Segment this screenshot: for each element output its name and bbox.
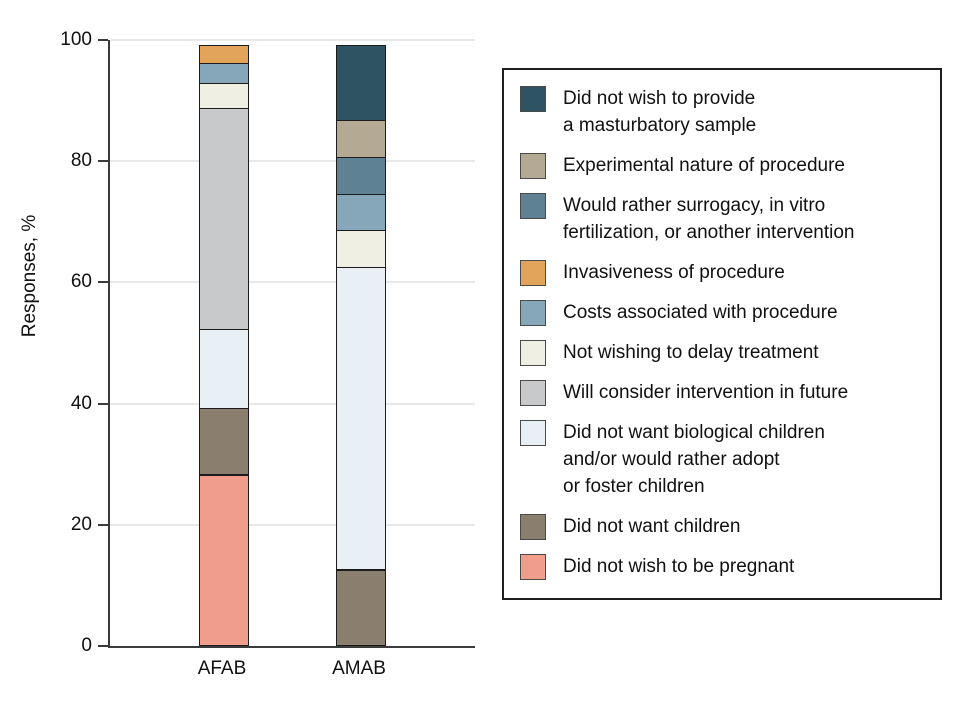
legend-label-line: Did not want biological children (563, 422, 825, 443)
gridline-20 (110, 523, 475, 526)
bar-segment (336, 230, 386, 269)
y-tick-label: 80 (70, 150, 92, 172)
y-tick (98, 523, 108, 526)
gridline-80 (110, 160, 475, 163)
y-tick-label: 60 (70, 271, 92, 293)
legend-entry: Not wishing to delay treatment (520, 339, 930, 366)
y-tick (98, 645, 108, 647)
y-tick-label: 0 (81, 635, 92, 656)
legend-swatch (520, 340, 546, 366)
legend-label: Would rather surrogacy, in vitro fertiliz… (563, 192, 855, 246)
legend-label-line: Invasiveness of procedure (563, 262, 785, 283)
bar-segment (336, 45, 386, 121)
y-tick (98, 402, 108, 405)
legend-entry: Experimental nature of procedure (520, 152, 930, 179)
legend-label-line: Would rather surrogacy, in vitro (563, 195, 826, 216)
y-tick (98, 39, 108, 41)
legend-label-line: Did not want children (563, 516, 741, 537)
legend-label-line: Costs associated with procedure (563, 302, 838, 323)
bar-segment (199, 63, 249, 85)
bar-segment (199, 329, 249, 410)
plot-area (108, 39, 475, 648)
legend-label-line: a masturbatory sample (563, 115, 757, 136)
legend-label-line: Will consider intervention in future (563, 382, 849, 403)
y-tick-label: 40 (70, 392, 92, 414)
bar-segment (199, 45, 249, 65)
gridline-100 (110, 39, 475, 41)
legend-entry: Will consider intervention in future (520, 379, 930, 406)
legend-label-line: Did not wish to provide (563, 88, 756, 109)
legend-label: Not wishing to delay treatment (563, 339, 819, 366)
legend-swatch (520, 86, 546, 112)
y-tick-label: 100 (60, 29, 92, 50)
legend-swatch (520, 260, 546, 286)
legend-label: Will consider intervention in future (563, 379, 848, 406)
y-tick (98, 281, 108, 284)
bar-amab (336, 45, 386, 646)
bar-segment (199, 475, 249, 646)
legend-label-line: or foster children (563, 476, 705, 497)
bar-segment (336, 156, 386, 195)
y-tick (98, 160, 108, 163)
x-category-label-amab: AMAB (332, 658, 386, 679)
bar-afab (199, 45, 249, 646)
y-tick-label: 20 (70, 513, 92, 535)
legend-swatch (520, 420, 546, 446)
bar-segment (199, 83, 249, 110)
legend-label: Did not wish to provide a masturbatory sa… (563, 85, 756, 139)
legend-entry: Costs associated with procedure (520, 299, 930, 326)
legend-label: Costs associated with procedure (563, 299, 838, 326)
legend: Did not wish to provide a masturbatory sa… (502, 68, 942, 600)
legend-label-line: Not wishing to delay treatment (563, 342, 819, 363)
bar-segment (336, 119, 386, 158)
legend-swatch (520, 380, 546, 406)
bar-segment (336, 267, 386, 571)
bar-segment (336, 193, 386, 232)
legend-label-line: Did not wish to be pregnant (563, 556, 795, 577)
legend-swatch (520, 514, 546, 540)
x-category-label-afab: AFAB (197, 658, 247, 679)
legend-swatch (520, 300, 546, 326)
legend-entry: Did not wish to provide a masturbatory sa… (520, 85, 930, 139)
bar-segment (199, 108, 249, 331)
legend-label-line: Experimental nature of procedure (563, 155, 845, 176)
gridline-60 (110, 281, 475, 284)
legend-entry: Did not wish to be pregnant (520, 553, 930, 580)
legend-swatch (520, 554, 546, 580)
legend-entry: Invasiveness of procedure (520, 259, 930, 286)
legend-label: Did not want biological children and/or w… (563, 419, 825, 500)
legend-entry: Did not want biological children and/or w… (520, 419, 930, 500)
legend-label-line: and/or would rather adopt (563, 449, 780, 470)
legend-label: Did not wish to be pregnant (563, 553, 794, 580)
bar-segment (199, 408, 249, 476)
gridline-40 (110, 402, 475, 405)
legend-label-line: fertilization, or another intervention (563, 222, 855, 243)
bar-segment (336, 570, 386, 646)
legend-label: Did not want children (563, 513, 740, 540)
legend-label: Invasiveness of procedure (563, 259, 785, 286)
legend-swatch (520, 153, 546, 179)
legend-entry: Did not want children (520, 513, 930, 540)
legend-label: Experimental nature of procedure (563, 152, 845, 179)
legend-swatch (520, 193, 546, 219)
legend-entry: Would rather surrogacy, in vitro fertiliz… (520, 192, 930, 246)
